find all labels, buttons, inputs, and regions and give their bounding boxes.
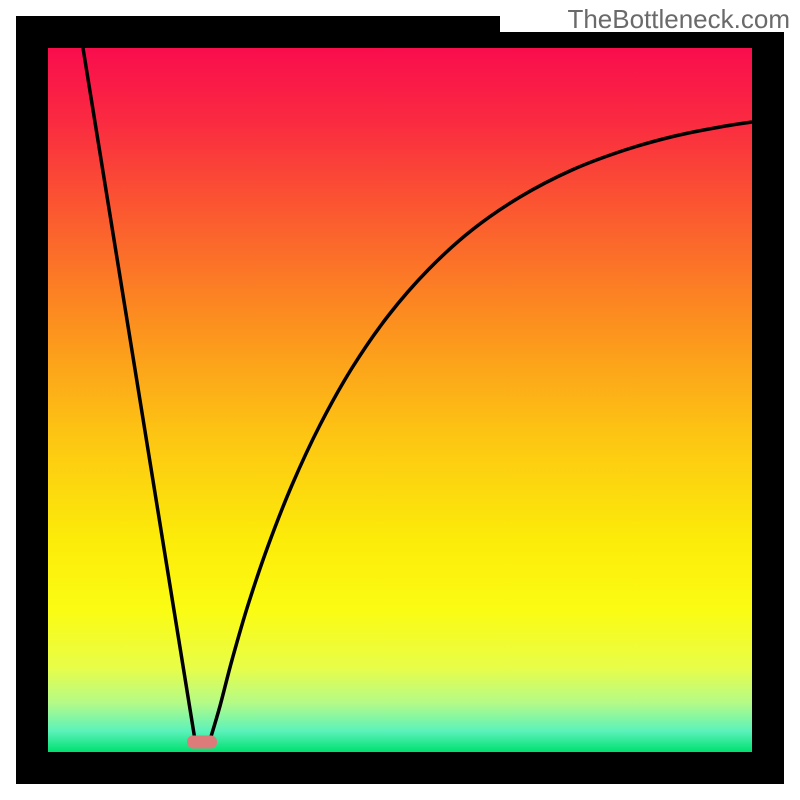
bottleneck-chart: TheBottleneck.com (0, 0, 800, 800)
watermark-text: TheBottleneck.com (567, 4, 790, 35)
chart-svg (0, 0, 800, 800)
plot-background (48, 48, 752, 752)
optimum-marker (187, 736, 217, 749)
